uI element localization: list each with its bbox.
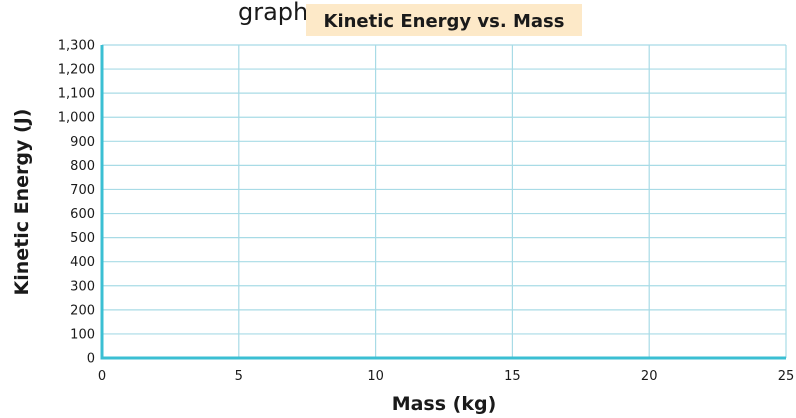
x-axis-label: Mass (kg) xyxy=(392,393,497,415)
y-tick-label: 700 xyxy=(70,183,95,198)
y-tick-label: 200 xyxy=(70,303,95,318)
y-tick-labels: 0 100 200 300 400 500 600 700 800 900 1,000 1,100 1,… xyxy=(58,39,95,367)
chart-title: Kinetic Energy vs. Mass xyxy=(324,11,565,32)
y-tick-label: 800 xyxy=(70,159,95,174)
y-tick-label: 1,100 xyxy=(58,87,95,102)
x-tick-label: 0 xyxy=(98,369,106,384)
y-axis-label: Kinetic Energy (J) xyxy=(11,109,33,296)
y-tick-label: 1,000 xyxy=(58,111,95,126)
x-tick-label: 25 xyxy=(778,369,795,384)
y-tick-label: 900 xyxy=(70,135,95,150)
y-tick-label: 400 xyxy=(70,255,95,270)
y-tick-label: 1,200 xyxy=(58,63,95,78)
y-tick-label: 100 xyxy=(70,327,95,342)
x-tick-labels: 0 5 10 15 20 25 xyxy=(98,369,794,384)
y-tick-label: 600 xyxy=(70,207,95,222)
grid xyxy=(102,44,787,358)
y-tick-label: 1,300 xyxy=(58,39,95,54)
axes xyxy=(100,45,786,360)
header-fragment: graph xyxy=(238,0,308,26)
x-tick-label: 20 xyxy=(641,369,658,384)
x-tick-label: 5 xyxy=(235,369,243,384)
x-tick-label: 15 xyxy=(504,369,521,384)
y-tick-label: 500 xyxy=(70,231,95,246)
y-tick-label: 300 xyxy=(70,279,95,294)
chart-title-highlight xyxy=(306,4,582,36)
y-tick-label: 0 xyxy=(87,352,95,367)
x-tick-label: 10 xyxy=(367,369,384,384)
